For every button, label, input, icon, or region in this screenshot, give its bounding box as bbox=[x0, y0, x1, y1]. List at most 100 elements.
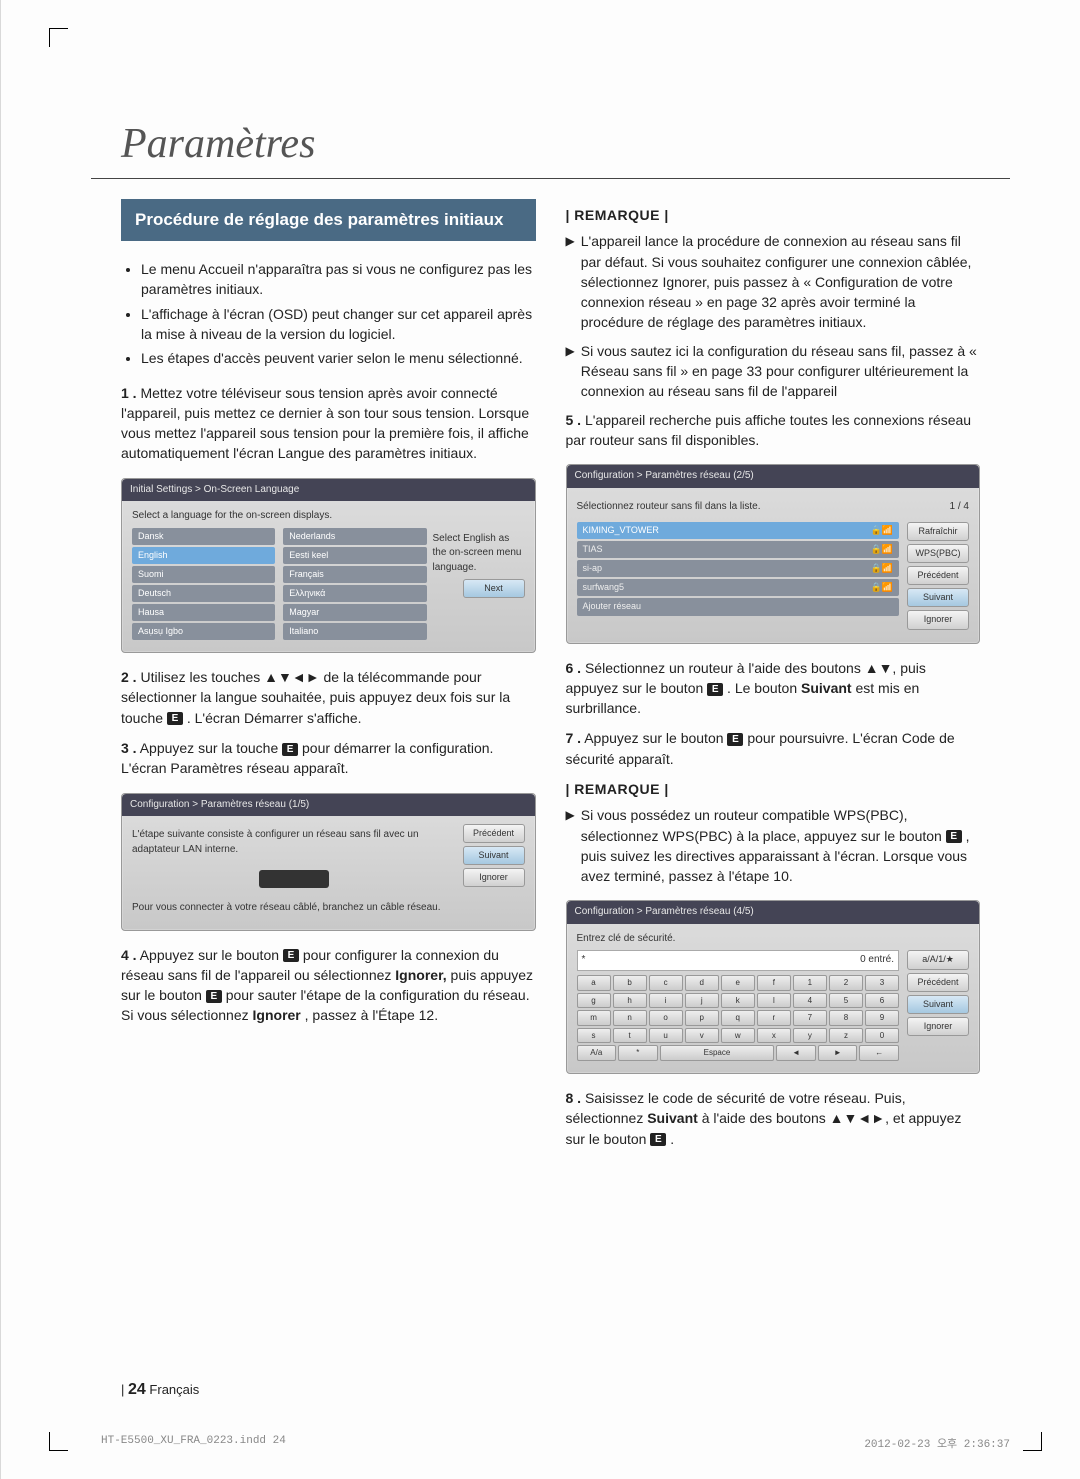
note-item: ▶ Si vous possédez un routeur compatible… bbox=[566, 805, 981, 886]
wps-button: WPS(PBC) bbox=[907, 544, 969, 563]
info-text: Pour vous connecter à votre réseau câblé… bbox=[132, 901, 457, 916]
kb-key: 0 bbox=[865, 1028, 899, 1044]
kb-key: l bbox=[757, 993, 791, 1009]
step-text: , passez à l'Étape 12. bbox=[305, 1007, 438, 1023]
skip-button: Ignorer bbox=[907, 610, 969, 629]
step-number: 5 . bbox=[566, 412, 582, 428]
prev-button: Précédent bbox=[907, 566, 969, 585]
step-7: 7 . Appuyez sur le bouton E pour poursui… bbox=[566, 728, 981, 769]
refresh-button: Rafraîchir bbox=[907, 522, 969, 541]
device-icon bbox=[259, 870, 329, 888]
right-column: | REMARQUE | ▶ L'appareil lance la procé… bbox=[566, 199, 981, 1159]
wifi-lock-icon: 🔒📶 bbox=[871, 581, 893, 594]
step-1: 1 . Mettez votre téléviseur sous tension… bbox=[121, 383, 536, 464]
breadcrumb: Configuration > Paramètres réseau (1/5) bbox=[122, 794, 535, 817]
triangle-icon: ▶ bbox=[566, 231, 575, 332]
lang-option: Hausa bbox=[132, 604, 275, 621]
enter-icon: E bbox=[282, 743, 298, 756]
kb-key: n bbox=[613, 1010, 647, 1026]
enter-icon: E bbox=[283, 949, 299, 962]
kb-key: h bbox=[613, 993, 647, 1009]
remarque-label: | REMARQUE | bbox=[566, 779, 981, 799]
network-item: si-ap🔒📶 bbox=[577, 560, 900, 577]
kb-key: c bbox=[649, 975, 683, 991]
step-number: 7 . bbox=[566, 730, 582, 746]
enter-icon: E bbox=[707, 683, 723, 696]
lang-option: Suomi bbox=[132, 566, 275, 583]
print-metadata: HT-E5500_XU_FRA_0223.indd 24 2012-02-23 … bbox=[101, 1435, 1010, 1451]
step-2: 2 . Utilisez les touches ▲▼◄► de la télé… bbox=[121, 667, 536, 728]
prev-button: Précédent bbox=[907, 973, 969, 992]
kb-key: ► bbox=[818, 1045, 858, 1061]
step-text: . bbox=[670, 1131, 674, 1147]
lang-option-selected: English bbox=[132, 547, 275, 564]
screenshot-language: Initial Settings > On-Screen Language Se… bbox=[121, 478, 536, 653]
kb-key: 9 bbox=[865, 1010, 899, 1026]
kb-key: 5 bbox=[829, 993, 863, 1009]
lang-option: Asụsụ Igbo bbox=[132, 623, 275, 640]
bullet: Le menu Accueil n'apparaîtra pas si vous… bbox=[141, 259, 536, 300]
kb-key: b bbox=[613, 975, 647, 991]
next-button: Next bbox=[463, 579, 525, 598]
kb-key: k bbox=[721, 993, 755, 1009]
lang-option: Dansk bbox=[132, 528, 275, 545]
page-indicator: 1 / 4 bbox=[950, 500, 969, 515]
step-text: Appuyez sur le bouton bbox=[140, 947, 283, 963]
screenshot-network-2: Configuration > Paramètres réseau (2/5) … bbox=[566, 464, 981, 643]
next-button: Suivant bbox=[907, 995, 969, 1014]
input-field: * bbox=[582, 953, 586, 968]
kb-key: f bbox=[757, 975, 791, 991]
kb-key: s bbox=[577, 1028, 611, 1044]
step-5: 5 . L'appareil recherche puis affiche to… bbox=[566, 410, 981, 451]
info-text: L'étape suivante consiste à configurer u… bbox=[132, 828, 457, 857]
lang-option: Deutsch bbox=[132, 585, 275, 602]
step-text: Appuyez sur le bouton bbox=[584, 730, 727, 746]
kb-key: 3 bbox=[865, 975, 899, 991]
lang-option: Eesti keel bbox=[283, 547, 426, 564]
breadcrumb: Configuration > Paramètres réseau (2/5) bbox=[567, 465, 980, 488]
page-number: 24 bbox=[128, 1381, 146, 1398]
page-footer: | 24 Français bbox=[121, 1381, 199, 1399]
step-8: 8 . Saisissez le code de sécurité de vot… bbox=[566, 1088, 981, 1149]
kb-key: m bbox=[577, 1010, 611, 1026]
step-text-bold: Ignorer, bbox=[395, 967, 446, 983]
kb-key: g bbox=[577, 993, 611, 1009]
screenshot-network-1: Configuration > Paramètres réseau (1/5) … bbox=[121, 793, 536, 931]
print-file: HT-E5500_XU_FRA_0223.indd 24 bbox=[101, 1435, 286, 1451]
entered-count: 0 entré. bbox=[860, 953, 894, 968]
kb-key: o bbox=[649, 1010, 683, 1026]
network-item-selected: KIMING_VTOWER🔒📶 bbox=[577, 522, 900, 539]
page-title: Paramètres bbox=[121, 120, 1010, 168]
remarque-label: | REMARQUE | bbox=[566, 205, 981, 225]
note-text: Si vous sautez ici la configuration du r… bbox=[581, 341, 980, 402]
step-text-bold: Suivant bbox=[801, 680, 852, 696]
next-button: Suivant bbox=[907, 588, 969, 607]
kb-key: ← bbox=[859, 1045, 899, 1061]
kb-key: j bbox=[685, 993, 719, 1009]
lang-option: Ελληνικά bbox=[283, 585, 426, 602]
kb-key: 2 bbox=[829, 975, 863, 991]
kb-key: 8 bbox=[829, 1010, 863, 1026]
step-number: 2 . bbox=[121, 669, 137, 685]
kb-key: 1 bbox=[793, 975, 827, 991]
divider bbox=[91, 178, 1010, 179]
triangle-icon: ▶ bbox=[566, 341, 575, 402]
step-text: Mettez votre téléviseur sous tension apr… bbox=[121, 385, 529, 462]
kb-key: q bbox=[721, 1010, 755, 1026]
footer-lang: Français bbox=[149, 1382, 199, 1397]
step-text-bold: Suivant bbox=[647, 1110, 698, 1126]
step-3: 3 . Appuyez sur la touche E pour démarre… bbox=[121, 738, 536, 779]
kb-key: 7 bbox=[793, 1010, 827, 1026]
enter-icon: E bbox=[727, 733, 743, 746]
step-6: 6 . Sélectionnez un routeur à l'aide des… bbox=[566, 658, 981, 719]
kb-key: x bbox=[757, 1028, 791, 1044]
step-text: . Le bouton bbox=[727, 680, 801, 696]
step-number: 6 . bbox=[566, 660, 582, 676]
bullet: L'affichage à l'écran (OSD) peut changer… bbox=[141, 304, 536, 345]
step-text: . L'écran Démarrer s'affiche. bbox=[187, 710, 362, 726]
kb-key: v bbox=[685, 1028, 719, 1044]
prompt-text: Sélectionnez routeur sans fil dans la li… bbox=[577, 500, 761, 515]
kb-key: A/a bbox=[577, 1045, 617, 1061]
network-item: TIAS🔒📶 bbox=[577, 541, 900, 558]
skip-button: Ignorer bbox=[463, 868, 525, 887]
